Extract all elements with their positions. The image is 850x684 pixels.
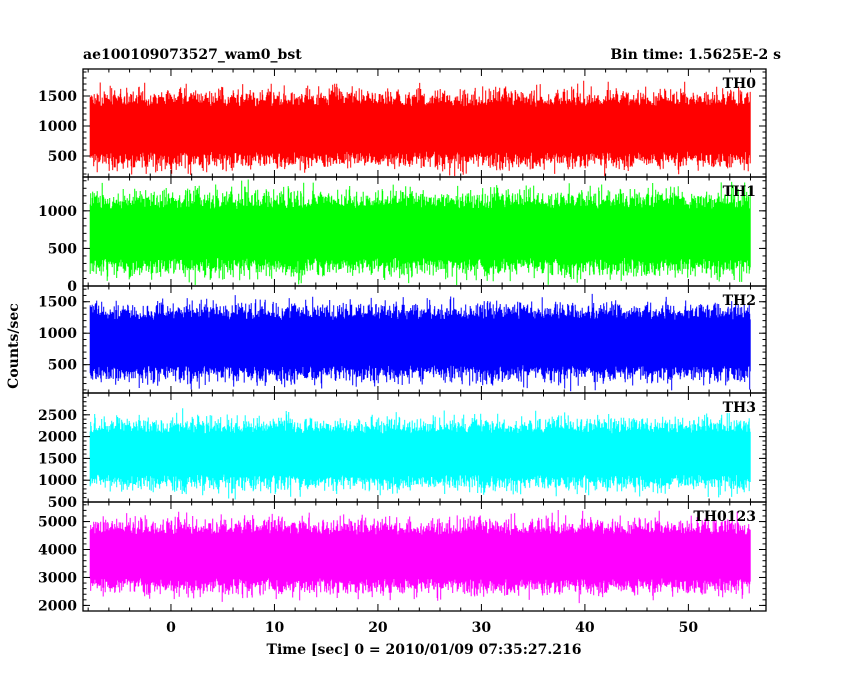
x-tick-label: 50 — [679, 620, 699, 636]
y-tick-label: 1000 — [38, 473, 77, 489]
x-tick-label: 10 — [265, 620, 285, 636]
series-th0 — [89, 80, 751, 176]
y-tick-label: 500 — [48, 358, 77, 374]
bin-time-label: Bin time: 1.5625E-2 s — [610, 47, 781, 63]
panel-frame — [82, 501, 767, 612]
panel-th1: 0 500 1000 TH1 — [38, 176, 767, 295]
panel-th0123: 2000 3000 4000 5000 TH0123 — [38, 501, 767, 614]
y-tick-label: 500 — [48, 495, 77, 511]
y-tick-label: 4000 — [38, 543, 77, 559]
x-tick-label: 20 — [368, 620, 388, 636]
x-tick-label: 0 — [166, 620, 176, 636]
y-tick-label: 3000 — [38, 570, 77, 586]
y-tick-label: 1000 — [38, 119, 77, 135]
panel-label-th3: TH3 — [723, 400, 756, 416]
y-tick-label: 1000 — [38, 326, 77, 342]
panel-label-th2: TH2 — [723, 293, 756, 309]
y-tick-label: 2000 — [38, 598, 77, 614]
x-axis-label: Time [sec] 0 = 2010/01/09 07:35:27.216 — [267, 642, 582, 658]
panel-label-th1: TH1 — [723, 184, 756, 200]
y-tick-label: 2000 — [38, 430, 77, 446]
y-tick-label: 1000 — [38, 204, 77, 220]
y-tick-label: 2500 — [38, 408, 77, 424]
series-th2 — [89, 293, 751, 392]
y-tick-label: 5000 — [38, 515, 77, 531]
y-tick-label: 500 — [48, 241, 77, 257]
file-title: ae100109073527_wam0_bst — [83, 47, 302, 63]
panel-th0: 500 1000 1500 TH0 — [38, 68, 767, 178]
x-tick-label: 30 — [472, 620, 492, 636]
series-th0123 — [89, 510, 751, 604]
panel-label-th0: TH0 — [723, 76, 757, 92]
y-tick-label: 1500 — [38, 451, 77, 467]
series-th3 — [89, 408, 751, 500]
x-tick-label: 40 — [575, 620, 595, 636]
panel-label-th0123: TH0123 — [693, 509, 756, 525]
panel-th2: 500 1000 1500 TH2 — [38, 285, 767, 394]
series-th1 — [89, 179, 751, 285]
panel-th3: 500 1000 1500 2000 2500 TH3 — [38, 392, 767, 511]
y-tick-label: 0 — [67, 279, 77, 295]
y-axis-label: Counts/sec — [6, 303, 22, 389]
y-tick-label: 500 — [48, 149, 77, 165]
y-tick-label: 1500 — [38, 89, 77, 105]
y-tick-label: 1500 — [38, 295, 77, 311]
